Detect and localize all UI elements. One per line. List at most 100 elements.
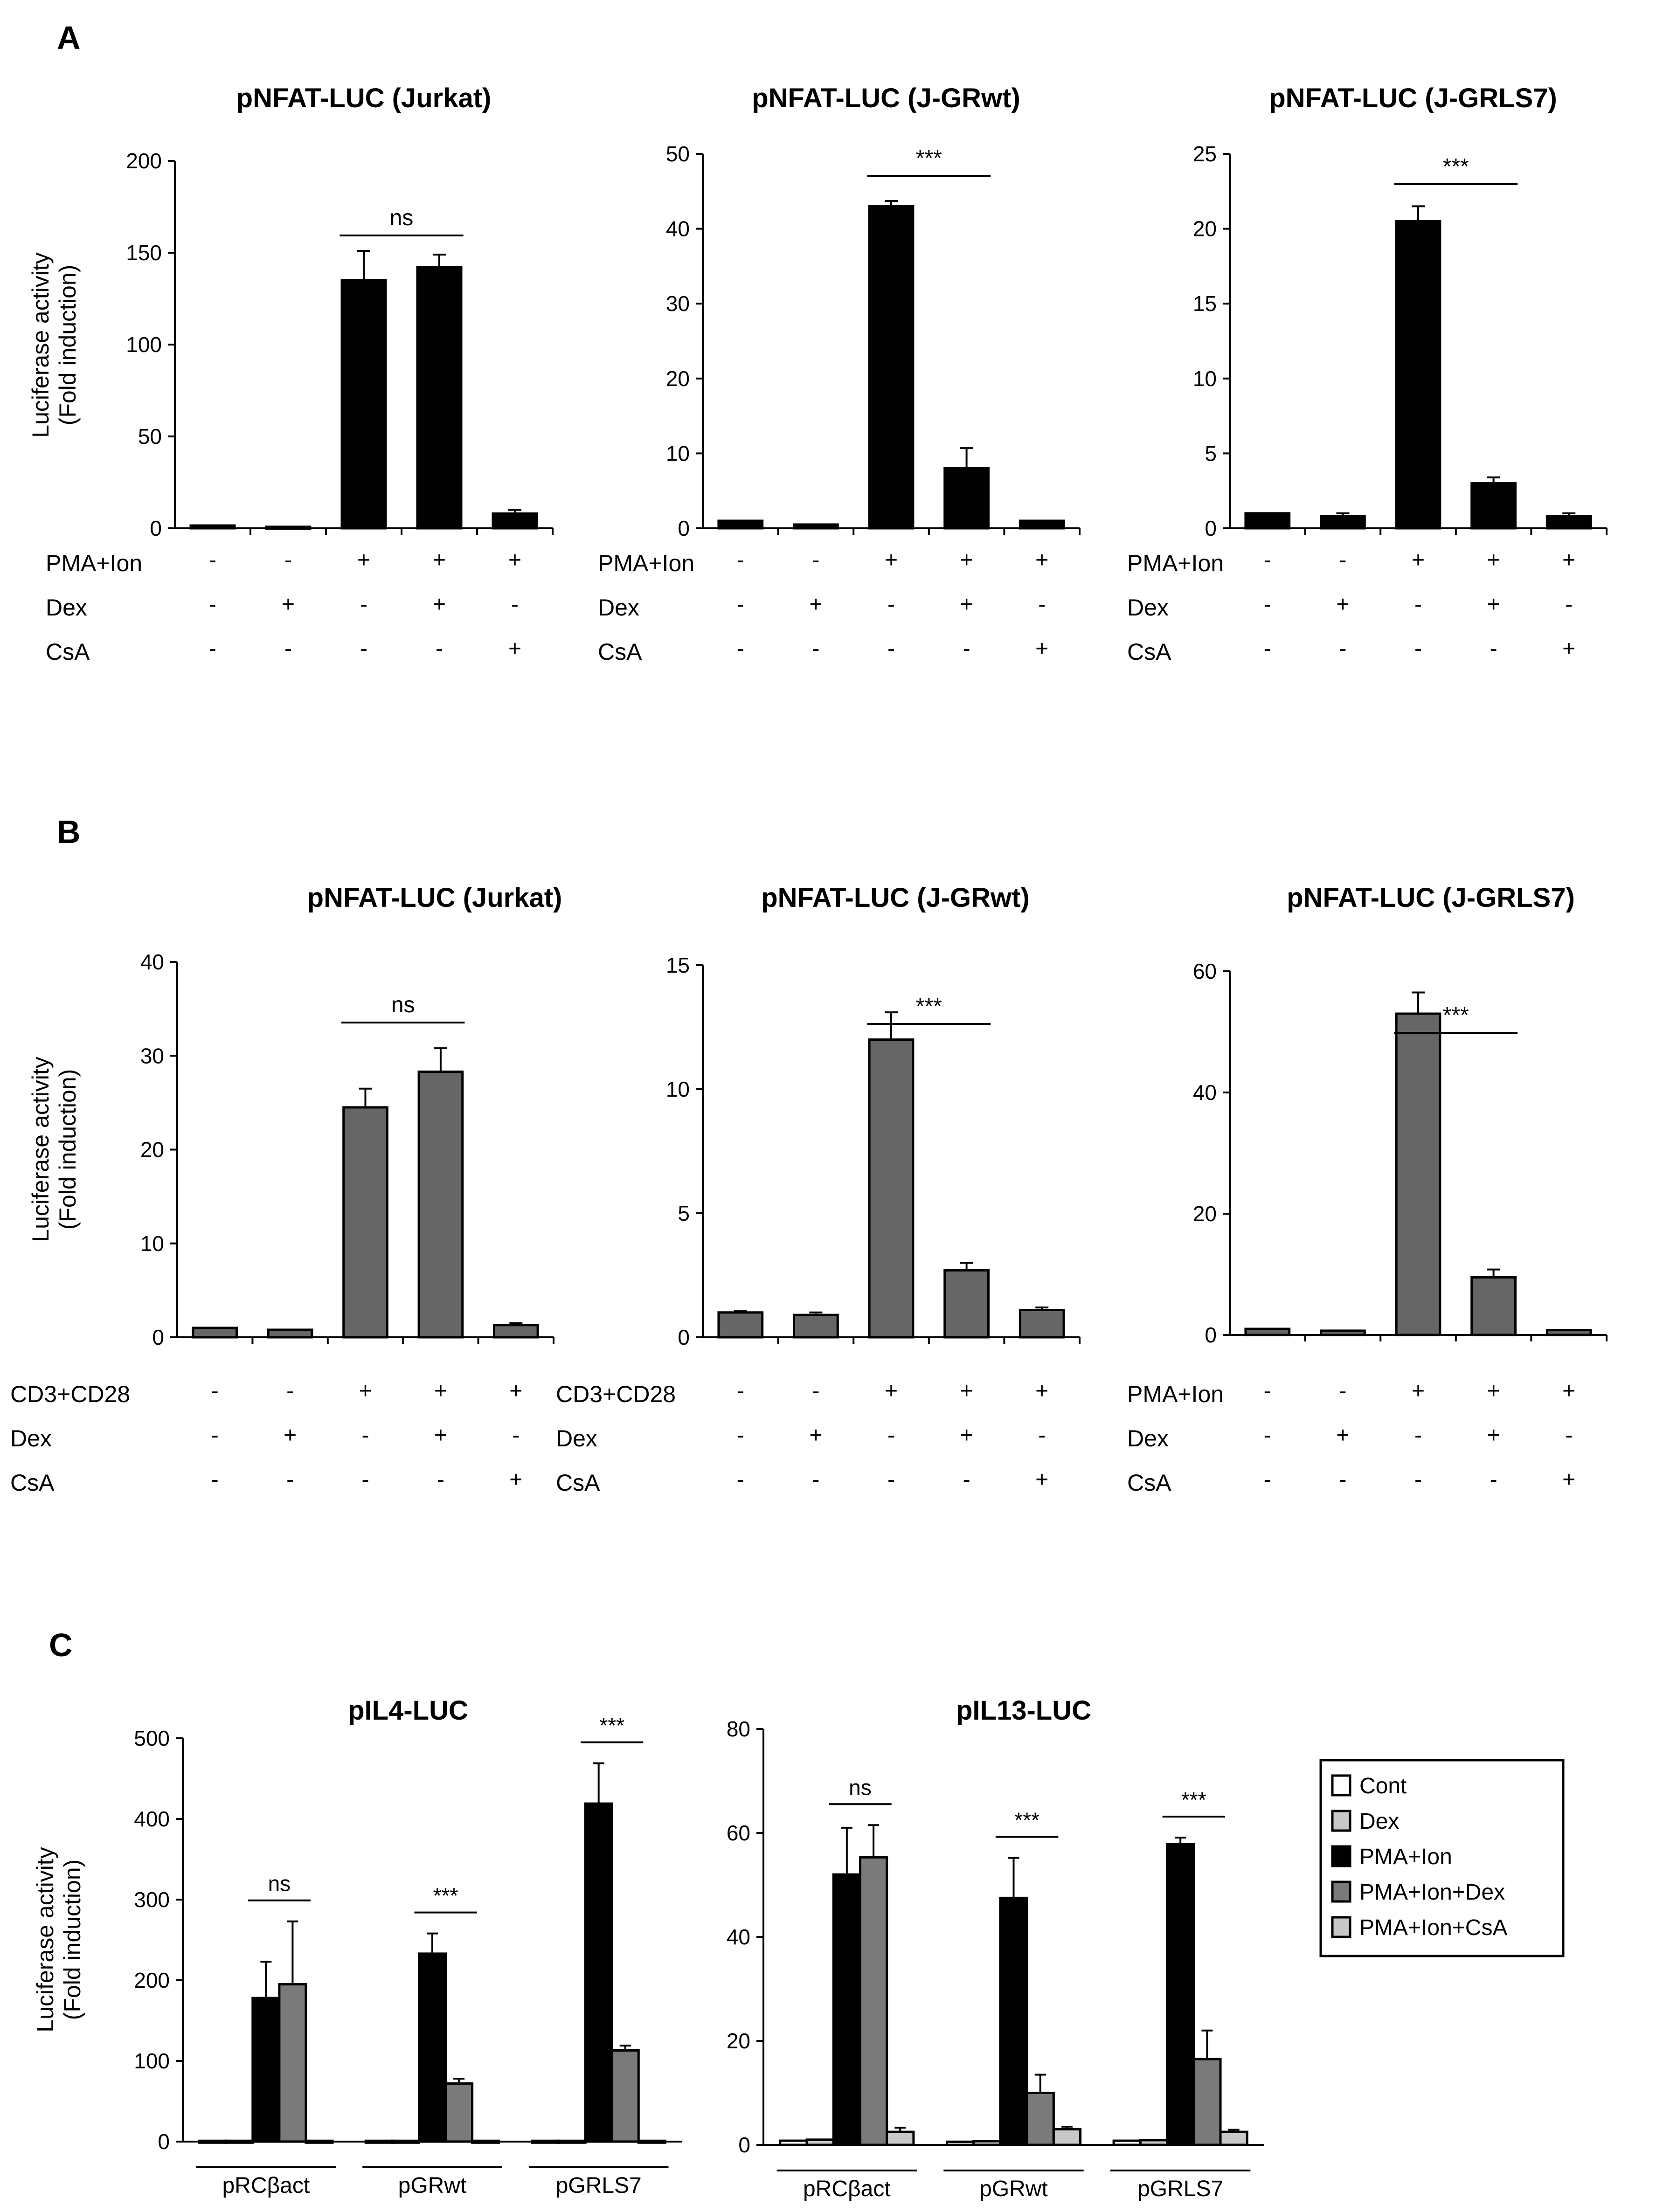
bar-dex [391,2139,420,2144]
significance-label: ns [390,206,414,230]
chart-title: pNFAT-LUC (Jurkat) [307,883,562,913]
charts-layer: pNFAT-LUC (Jurkat) Luciferase activity (Fo… [10,83,1608,2201]
treatment-name: CsA [46,639,90,665]
significance-label: *** [1014,1808,1039,1832]
y-tick-label: 20 [1193,217,1217,241]
treatment-sign: + [1487,1379,1500,1403]
treatment-sign: - [812,1379,819,1403]
y-tick-label: 200 [134,1968,170,1992]
treatment-sign: - [737,592,744,617]
bar-cont [945,2140,975,2146]
treatment-sign: - [211,1467,219,1492]
group-label: pGRwt [398,2173,467,2198]
bar [793,523,839,530]
y-tick-label: 150 [126,241,162,265]
bar-pma-ion [999,1896,1028,2146]
bar [943,467,990,530]
chart-a2: pNFAT-LUC (J-GRwt) 0 10 20 30 40 50 *** PMA+Ion -… [598,83,1081,665]
treatment-sign: - [1264,548,1271,573]
y-tick-label: 200 [126,149,162,173]
treatment-sign: + [1487,548,1500,573]
treatment-sign: + [1035,1467,1048,1492]
y-axis-label-line: (Fold induction) [59,1859,85,2020]
y-tick-label: 0 [152,1325,164,1349]
legend-swatch [1331,1810,1351,1832]
treatment-sign: - [1414,1423,1422,1448]
bar [492,512,538,530]
y-tick-label: 5 [1205,441,1217,465]
y-tick-label: 0 [158,2129,170,2154]
group-label: pGRLS7 [1137,2177,1223,2201]
treatment-sign: - [737,1467,744,1492]
bar-dex [225,2139,254,2144]
treatment-sign: - [437,1467,444,1492]
significance-label: *** [433,1884,458,1908]
y-axis-label-line: Luciferase activity [28,252,54,437]
bar [868,205,915,530]
y-tick-label: 100 [126,332,162,357]
treatment-sign: - [1565,592,1573,617]
treatment-sign: - [360,636,367,661]
treatment-sign: - [1264,1379,1271,1403]
chart-a3: pNFAT-LUC (J-GRLS7) 0 5 10 15 20 25 *** PMA+Ion -… [1127,83,1608,665]
bar [340,279,387,530]
legend-box [1319,1759,1565,1957]
treatment-sign: + [1562,1467,1575,1492]
treatment-sign: + [1487,592,1500,617]
treatment-sign: - [812,1467,819,1492]
group-label: pGRLS7 [556,2173,642,2198]
legend: Cont Dex PMA+Ion PMA+Ion+Dex PMA+Ion+CsA [1319,1759,1565,1957]
chart-title: pIL13-LUC [956,1695,1091,1726]
treatment-name: CsA [556,1470,600,1496]
bar-pma-ion [417,1952,447,2143]
bar [868,1038,915,1339]
bar-pma-ion-dex [610,2049,640,2143]
treatment-name: PMA+Ion [46,550,142,576]
treatment-name: CsA [1127,1470,1171,1496]
treatment-sign: - [286,1467,294,1492]
y-tick-label: 100 [134,2049,170,2073]
bar [943,1269,990,1339]
treatment-sign: - [1414,592,1422,617]
significance-label: ns [391,993,415,1017]
legend-label: Cont [1359,1774,1407,1798]
treatment-sign: + [433,548,446,573]
bar [267,1328,313,1339]
treatment-sign: - [436,636,443,661]
bar [1019,1308,1065,1339]
y-tick-label: 20 [666,366,690,391]
y-tick-label: 20 [1193,1202,1217,1226]
legend-swatch [1331,1916,1351,1938]
treatment-sign: + [1035,548,1048,573]
treatment-sign: - [887,592,895,617]
bar [793,1313,839,1339]
chart-b2: pNFAT-LUC (J-GRwt) 0 5 10 15 *** CD3+CD28 - - + + +… [556,883,1081,1496]
bar [416,266,463,530]
legend-label: PMA+Ion+CsA [1359,1915,1507,1940]
treatment-sign: - [737,1379,744,1403]
significance-label: *** [1443,1003,1469,1028]
treatment-sign: - [512,1423,520,1448]
y-tick-label: 60 [727,1821,750,1845]
treatment-sign: - [1490,1467,1497,1492]
treatment-sign: - [887,1467,895,1492]
bar [1395,220,1441,530]
chart-title: pNFAT-LUC (J-GRwt) [761,883,1030,913]
treatment-sign: - [286,1379,294,1403]
treatment-sign: + [960,1423,973,1448]
y-tick-label: 40 [666,217,690,241]
treatment-sign: + [282,592,295,617]
significance-label: ns [268,1872,291,1896]
bar-pma-ion [584,1802,613,2143]
bar [1545,1329,1592,1336]
bar-pma-ion-dex [859,1856,888,2146]
treatment-sign: + [809,592,822,617]
y-tick-label: 50 [138,424,162,449]
treatment-sign: - [737,636,744,661]
treatment-sign: + [960,592,973,617]
treatment-sign: - [511,592,519,617]
bar-pma-ion-csa [471,2139,500,2144]
bar-pma-ion-dex [1192,2058,1222,2146]
treatment-sign: + [1035,1379,1048,1403]
y-tick-label: 15 [666,953,690,977]
